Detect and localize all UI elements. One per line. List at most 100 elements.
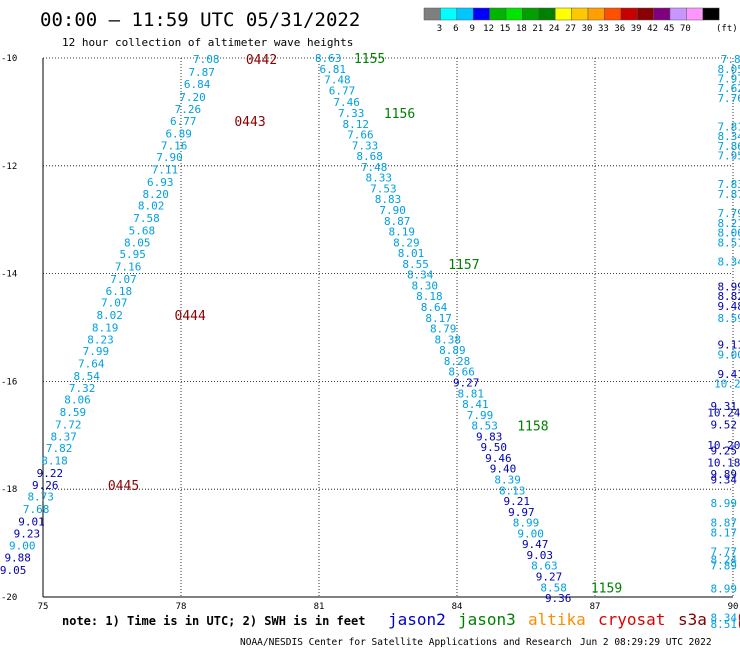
pass-time-label: 1159	[591, 581, 622, 596]
wave-height-label: 6.93	[147, 176, 174, 189]
wave-height-label: 8.83	[375, 193, 402, 206]
wave-height-label: 8.17	[711, 526, 738, 539]
colorbar-legend: 3 6 9 12 15 18 21 24 27 30 33 36 39 42 45 70	[423, 7, 720, 34]
wave-height-label: 8.58	[540, 581, 567, 594]
wave-height-label: 8.89	[439, 344, 466, 357]
wave-height-label: 7.89	[711, 560, 738, 573]
wave-height-label: 6.81	[320, 63, 347, 76]
wave-height-label: 8.82	[717, 290, 740, 303]
colorbar-tick-label: 36	[614, 24, 625, 34]
y-tick-label: -20	[1, 593, 17, 603]
mission-legend-item: jason3	[458, 610, 516, 629]
y-tick-label: -14	[1, 270, 17, 280]
wave-height-label: 8.38	[435, 333, 462, 346]
wave-height-label: 9.22	[37, 467, 64, 480]
wave-height-label: 7.82	[46, 442, 73, 455]
colorbar-swatch	[686, 7, 704, 21]
colorbar-tick-label: 70	[680, 24, 691, 34]
colorbar-swatch	[489, 7, 507, 21]
wave-height-label: 7.81	[717, 120, 740, 133]
wave-height-label: 7.20	[179, 91, 206, 104]
wave-height-label: 8.13	[499, 484, 526, 497]
wave-height-label: 9.00	[9, 539, 36, 552]
wave-height-label: 7.58	[133, 212, 160, 225]
colorbar-swatch	[702, 7, 720, 21]
colorbar-tick-label: 42	[647, 24, 658, 34]
wave-height-label: 8.99	[711, 582, 738, 595]
wave-height-label: 6.84	[184, 78, 211, 91]
wave-height-label: 7.16	[115, 261, 142, 274]
wave-height-label: 10.20	[707, 439, 740, 452]
wave-height-label: 9.00	[517, 527, 544, 540]
pass-time-label: 0443	[234, 115, 265, 130]
footer-credit: NOAA/NESDIS Center for Satellite Applica…	[240, 637, 572, 648]
colorbar-tick-label: 6	[453, 24, 458, 34]
wave-height-label: 7.77	[711, 546, 738, 559]
colorbar-tick-label: 33	[598, 24, 609, 34]
mission-legend: jason2 jason3 altika cryosat s3a	[388, 610, 707, 629]
colorbar-swatch	[423, 7, 441, 21]
x-tick-label: 81	[314, 602, 325, 612]
wave-height-label: 7.72	[55, 419, 82, 432]
mission-legend-item: altika	[528, 610, 586, 629]
wave-height-label: 7.79	[717, 207, 740, 220]
wave-height-label: 8.87	[384, 215, 411, 228]
wave-height-label: 7.68	[23, 503, 50, 516]
wave-height-label: 10.27	[714, 378, 740, 391]
wave-height-label: 8.99	[513, 517, 540, 530]
colorbar-tick-label: 30	[582, 24, 593, 34]
pass-time-label: 0807	[738, 618, 740, 633]
pass-time-label: 0442	[246, 53, 277, 68]
wave-height-label: 8.34	[711, 611, 738, 624]
wave-height-label: 7.66	[347, 129, 374, 142]
colorbar-swatch	[472, 7, 490, 21]
wave-height-label: 9.89	[711, 468, 738, 481]
colorbar-swatch	[456, 7, 474, 21]
colorbar-tick-label: 15	[500, 24, 511, 34]
wave-height-label: 9.52	[711, 419, 738, 432]
wave-height-label: 8.68	[356, 150, 383, 163]
wave-height-label: 5.95	[119, 248, 146, 261]
wave-height-label: 7.90	[379, 204, 406, 217]
wave-height-label: 10.24	[707, 407, 740, 420]
wave-height-label: 9.21	[504, 495, 531, 508]
colorbar-swatch	[587, 7, 605, 21]
colorbar-unit: (ft)	[716, 24, 738, 34]
colorbar-tick-label: 21	[532, 24, 543, 34]
wave-height-label: 8.05	[717, 63, 740, 76]
wave-height-label: 8.18	[416, 290, 443, 303]
wave-height-label: 7.07	[110, 273, 137, 286]
wave-height-label: 7.07	[101, 297, 128, 310]
wave-height-label: 8.59	[60, 406, 87, 419]
wave-height-label: 8.12	[343, 118, 370, 131]
wave-height-label: 7.08	[193, 53, 220, 66]
wave-height-label: 9.03	[527, 549, 554, 562]
data-series: 7.88.057.977.627.767.818.347.867.957.837…	[714, 53, 740, 390]
wave-height-label: 7.99	[467, 409, 494, 422]
wave-height-label: 8.18	[41, 455, 68, 468]
wave-height-label: 10.18	[707, 456, 740, 469]
wave-height-label: 8.59	[717, 312, 740, 325]
colorbar-swatch	[554, 7, 572, 21]
wave-height-label: 8.02	[96, 309, 123, 322]
wave-height-label: 8.05	[124, 236, 151, 249]
wave-height-label: 9.47	[522, 538, 549, 551]
wave-height-label: 8.34	[717, 130, 740, 143]
pass-time-label: 1156	[384, 107, 415, 122]
wave-height-label: 8.24	[711, 553, 738, 566]
pass-time-label: 1155	[354, 52, 385, 67]
footer-timestamp: Jun 2 08:29:29 UTC 2022	[580, 637, 712, 648]
wave-height-label: 7.53	[370, 182, 397, 195]
wave-height-label: 8.87	[711, 517, 738, 530]
wave-height-label: 8.37	[50, 430, 77, 443]
pass-time-label: 1158	[517, 420, 548, 435]
x-tick-label: 84	[452, 602, 463, 612]
wave-height-label: 8.28	[444, 355, 471, 368]
wave-height-label: 9.26	[32, 479, 59, 492]
wave-height-label: 8.66	[448, 366, 475, 379]
colorbar-swatch	[636, 7, 654, 21]
wave-height-label: 7.86	[717, 140, 740, 153]
wave-height-label: 6.77	[329, 84, 356, 97]
colorbar-tick-label: 45	[664, 24, 675, 34]
